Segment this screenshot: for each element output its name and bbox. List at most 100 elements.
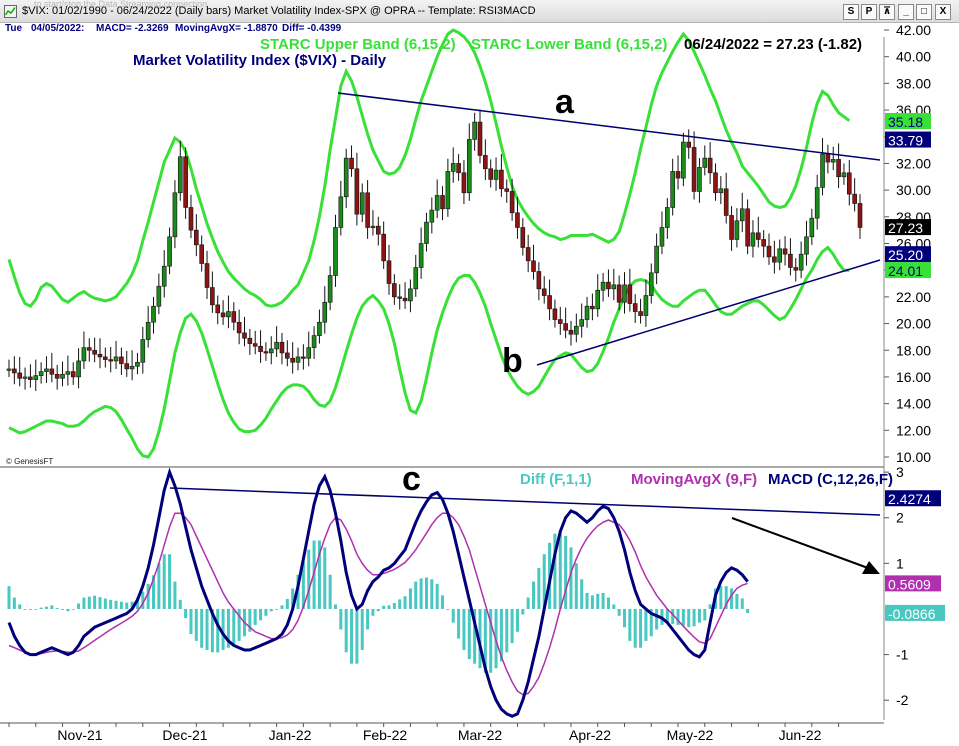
diff-bar: [382, 605, 386, 609]
diff-bar: [237, 608, 241, 641]
candle-body: [285, 352, 290, 359]
candle-body: [349, 157, 354, 170]
close-button[interactable]: X: [935, 4, 951, 20]
price-tick-label: 22.00: [896, 289, 931, 305]
diff-bar: [478, 608, 482, 669]
candle-body: [606, 281, 611, 290]
link-button[interactable]: ⊼: [879, 4, 895, 20]
minimize-button[interactable]: _: [898, 4, 914, 20]
macd-markers: 2.4274 0.5609 -0.0866: [885, 490, 945, 622]
diff-bar: [371, 608, 375, 616]
diff-bar: [344, 608, 348, 653]
candle-body: [563, 323, 568, 331]
price-tick-label: 32.00: [896, 155, 931, 171]
s-button[interactable]: S: [843, 4, 859, 20]
diff-bar: [7, 586, 11, 609]
candle-body: [258, 345, 263, 352]
diff-bar: [178, 599, 182, 609]
candle-body: [836, 159, 841, 178]
candle-body: [643, 295, 649, 316]
candle-body: [290, 357, 295, 363]
candle-body: [252, 343, 258, 347]
candle-body: [402, 297, 408, 302]
candle-body: [622, 284, 627, 303]
p-button[interactable]: P: [861, 4, 877, 20]
maximize-button[interactable]: □: [916, 4, 932, 20]
diff-bar: [232, 608, 236, 646]
candle-body: [852, 193, 857, 204]
price-tick-label: 40.00: [896, 49, 931, 65]
price-panel: 10.0012.0014.0016.0018.0020.0022.0024.00…: [6, 22, 931, 466]
diff-bar: [114, 600, 118, 609]
diff-bar: [152, 575, 156, 609]
diff-bar: [462, 608, 466, 651]
candle-body: [424, 221, 429, 244]
diff-bar: [403, 596, 407, 609]
diff-bar: [515, 608, 519, 632]
legend-diff: Diff (F,1,1): [520, 471, 592, 488]
candle-body: [49, 368, 55, 375]
candle-body: [359, 192, 365, 215]
candle-body: [798, 253, 804, 271]
candle-body: [729, 215, 734, 240]
candle-body: [194, 229, 199, 246]
info-moving-avg: MovingAvgX= -1.8870: [175, 23, 278, 34]
diff-bar: [521, 608, 525, 615]
diff-bar: [221, 608, 225, 651]
diff-bar: [708, 604, 712, 609]
diff-bar: [307, 549, 311, 609]
candle-body: [579, 319, 584, 327]
diff-bar: [671, 608, 675, 625]
moving-avg-line: [8, 512, 748, 696]
candle-body: [616, 284, 622, 303]
chart-title: Market Volatility Index ($VIX) - Daily: [133, 52, 387, 69]
candle-body: [697, 167, 702, 192]
diff-bar: [34, 608, 38, 610]
diff-bar: [719, 586, 723, 609]
candle-body: [590, 305, 595, 310]
candle-body: [108, 359, 113, 362]
candle-body: [22, 376, 28, 379]
trendline-a: [337, 92, 881, 161]
diff-bar: [130, 601, 134, 609]
diff-bar: [23, 608, 27, 610]
diff-bar: [467, 608, 471, 660]
diff-bar: [697, 608, 701, 623]
candle-body: [434, 195, 440, 211]
diff-bar: [216, 608, 220, 653]
diff-bar: [537, 567, 541, 609]
candle-body: [793, 267, 799, 271]
legend-lower-band: STARC Lower Band (6,15,2): [471, 36, 667, 53]
diff-bar: [93, 595, 97, 609]
candle-body: [466, 139, 472, 194]
price-tick-label: 18.00: [896, 342, 931, 358]
diff-bar: [44, 606, 48, 609]
candle-body: [44, 368, 49, 372]
price-tick-label: 10.00: [896, 449, 931, 465]
arrow-line: [731, 517, 869, 569]
diff-bar: [564, 535, 568, 609]
date-axis-label: Jan-22: [269, 727, 312, 743]
candle-body: [718, 188, 724, 194]
diff-bar: [12, 597, 16, 609]
diff-bar: [71, 608, 75, 610]
diff-bar: [628, 608, 632, 641]
diff-bar: [612, 604, 616, 609]
candle-body: [552, 308, 558, 320]
date-axis-label: May-22: [667, 727, 714, 743]
diff-bar: [644, 608, 648, 641]
diff-bar: [408, 588, 412, 609]
candle-body: [6, 368, 12, 371]
diff-bar: [606, 597, 610, 609]
diff-bar: [366, 608, 370, 630]
candle-body: [611, 284, 617, 290]
diff-bar: [441, 595, 445, 609]
trendline-c: [169, 487, 881, 516]
macd-axis: -2 -1 1 2 3: [884, 464, 909, 708]
candle-body: [177, 156, 183, 194]
diff-bar: [676, 608, 680, 625]
candle-body: [525, 247, 531, 262]
candle-body: [263, 351, 269, 354]
candle-body: [734, 220, 740, 240]
diff-bar: [510, 608, 514, 644]
